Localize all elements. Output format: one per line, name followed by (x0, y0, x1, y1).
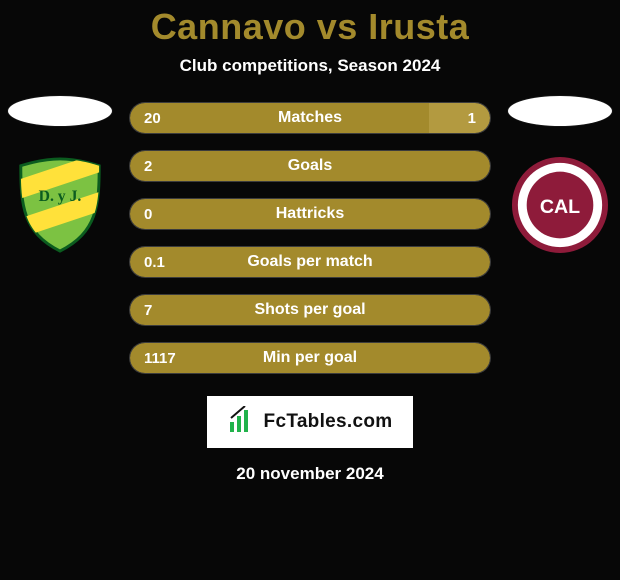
footer-date: 20 november 2024 (0, 464, 620, 484)
right-flag-ellipse (508, 96, 612, 126)
stat-label: Shots per goal (130, 295, 490, 325)
stat-label: Goals (130, 151, 490, 181)
right-team-crest: CAL (511, 156, 609, 254)
left-team-crest: D. y J. (11, 156, 109, 254)
stat-bar: 0.1Goals per match (129, 246, 491, 278)
stat-label: Goals per match (130, 247, 490, 277)
stat-bar: 7Shots per goal (129, 294, 491, 326)
stat-label: Matches (130, 103, 490, 133)
chart-icon (228, 406, 256, 439)
left-flag-ellipse (8, 96, 112, 126)
left-player-column: D. y J. (0, 96, 120, 254)
page-title: Cannavo vs Irusta (0, 0, 620, 48)
footer-logo-text: FcTables.com (264, 411, 393, 433)
right-player-column: CAL (500, 96, 620, 254)
stat-bar: 201Matches (129, 102, 491, 134)
right-crest-text: CAL (540, 196, 580, 218)
stat-bar: 2Goals (129, 150, 491, 182)
page-subtitle: Club competitions, Season 2024 (0, 56, 620, 76)
footer-logo: FcTables.com (207, 396, 413, 448)
stat-bar: 1117Min per goal (129, 342, 491, 374)
stat-bar: 0Hattricks (129, 198, 491, 230)
left-crest-text: D. y J. (39, 188, 82, 205)
stat-bars: 201Matches 2Goals 0Hattricks 0.1Goals per m… (129, 102, 491, 374)
comparison-main: D. y J. CAL 201Matches 2Goals 0Hattricks 0.… (0, 102, 620, 374)
stat-label: Min per goal (130, 343, 490, 373)
stat-label: Hattricks (130, 199, 490, 229)
